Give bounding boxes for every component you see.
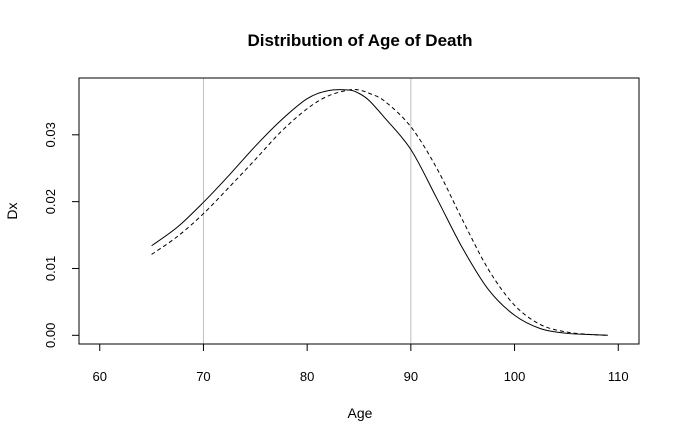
y-tick-label: 0.02 <box>43 189 58 214</box>
x-tick-label: 80 <box>300 369 314 384</box>
x-tick-label: 90 <box>404 369 418 384</box>
chart-title: Distribution of Age of Death <box>247 31 472 50</box>
reference-lines <box>202 78 412 344</box>
series-group <box>151 88 608 336</box>
x-tick-label: 100 <box>504 369 526 384</box>
dashed-series-line <box>151 88 608 336</box>
x-axis-label: Age <box>348 405 373 421</box>
plot-frame <box>78 77 640 345</box>
solid-series-line <box>151 89 608 336</box>
y-tick-label: 0.03 <box>43 122 58 147</box>
y-axis-label: Dx <box>4 202 20 219</box>
x-tick-label: 110 <box>608 369 629 384</box>
x-tick-label: 60 <box>93 369 107 384</box>
y-tick-label: 0.00 <box>43 323 58 348</box>
y-tick-label: 0.01 <box>43 256 58 281</box>
x-tick-label: 70 <box>196 369 210 384</box>
y-axis: 0.00 0.01 0.02 0.03 <box>43 122 80 348</box>
x-axis: 60 70 80 90 100 110 <box>93 343 629 384</box>
